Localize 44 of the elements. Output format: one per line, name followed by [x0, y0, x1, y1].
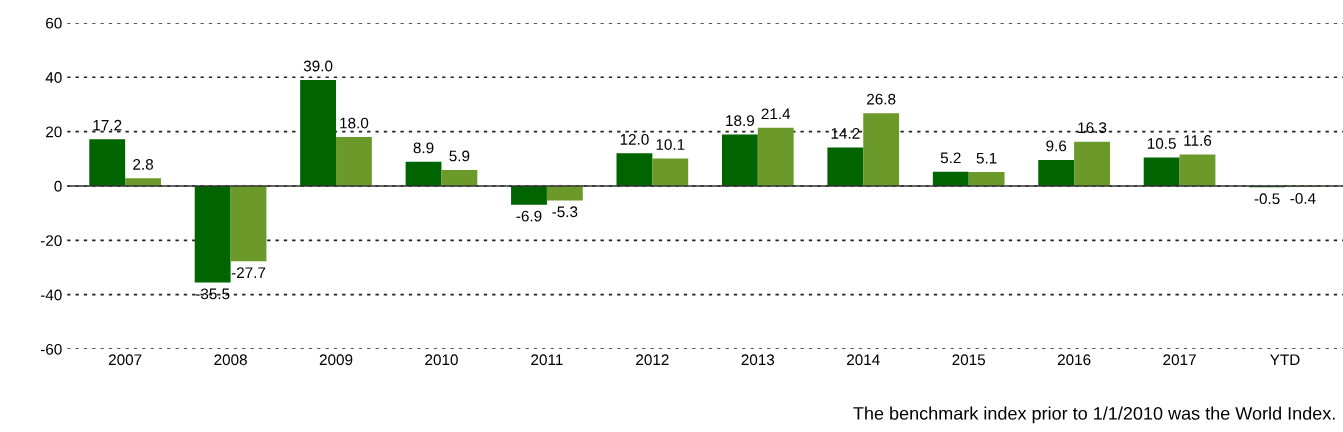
x-tick-label: 2015	[952, 354, 986, 366]
x-tick-label: 2007	[108, 354, 142, 366]
data-label: 11.6	[1184, 135, 1212, 146]
y-tick-label: -60	[40, 343, 62, 355]
y-tick-label: 20	[46, 126, 62, 138]
data-label: 8.9	[413, 142, 434, 154]
data-label: 39.0	[303, 60, 333, 72]
y-tick-label: -40	[40, 289, 62, 301]
data-label: 5.9	[449, 150, 470, 162]
data-label: 21.4	[761, 108, 791, 120]
data-label: 17.2	[93, 119, 122, 131]
data-label: 9.6	[1046, 140, 1067, 152]
x-tick-label: 2009	[319, 354, 353, 366]
data-label: 16.3	[1078, 122, 1107, 134]
data-label: -35.5	[195, 288, 230, 300]
text: The benchmark index prior to 1/1/2010 was the World Index.	[853, 406, 1335, 424]
data-label: -0.5	[1254, 193, 1280, 205]
data-label: 14.2	[831, 127, 860, 139]
data-label: 10.1	[656, 139, 685, 150]
data-label: -5.3	[552, 206, 578, 218]
x-tick-label: 2012	[636, 354, 669, 366]
data-label: 26.8	[867, 93, 896, 105]
data-label: 5.1	[976, 152, 997, 164]
x-tick-label: 2010	[425, 354, 458, 366]
data-label: 12.0	[620, 133, 649, 145]
data-label: 18.0	[340, 117, 369, 129]
x-tick-label: 2013	[741, 354, 775, 366]
data-label: 2.8	[133, 158, 154, 170]
x-tick-label: 2011	[531, 354, 563, 366]
x-tick-label: 2016	[1057, 354, 1091, 366]
y-tick-label: 40	[45, 72, 62, 83]
data-label: -27.7	[231, 267, 266, 278]
y-tick-label: 60	[46, 17, 62, 29]
data-label: -0.4	[1290, 193, 1316, 204]
x-tick-label: 2017	[1163, 354, 1196, 366]
y-tick-label: -20	[40, 235, 62, 247]
y-tick-label: 0	[54, 180, 62, 192]
x-tick-label: YTD	[1270, 354, 1300, 365]
x-tick-label: 2014	[847, 354, 880, 366]
data-label: 5.2	[940, 152, 961, 164]
x-tick-label: 2008	[214, 354, 247, 366]
data-label: 10.5	[1147, 138, 1176, 149]
data-label: -6.9	[516, 210, 542, 222]
data-label: 18.9	[726, 115, 755, 127]
